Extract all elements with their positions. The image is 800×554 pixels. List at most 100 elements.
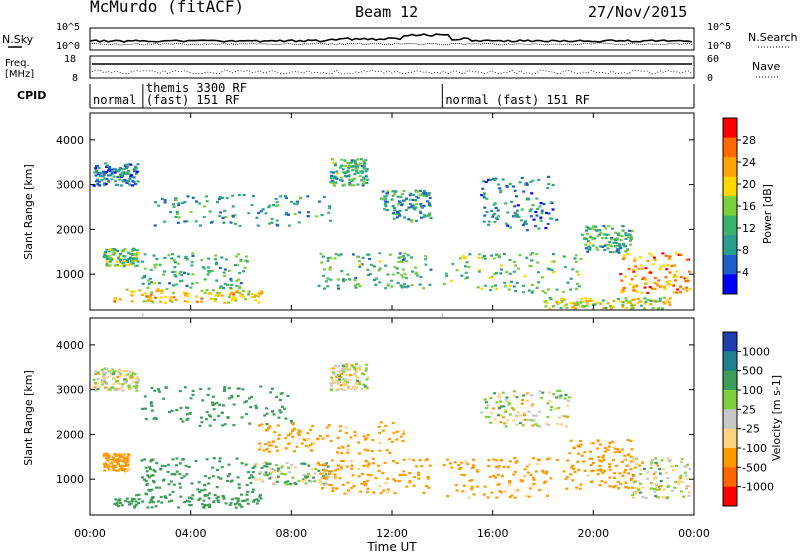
power-cell <box>531 290 535 293</box>
power-cell <box>208 210 212 213</box>
velocity-cell <box>224 502 228 505</box>
velocity-cell <box>599 468 603 471</box>
velocity-cell <box>541 391 545 394</box>
velocity-cell <box>467 496 471 499</box>
power-cell <box>94 180 98 183</box>
velocity-cell <box>660 459 664 462</box>
velocity-cell <box>534 470 538 473</box>
power-cell <box>614 231 617 234</box>
power-cell <box>672 275 676 278</box>
power-cell <box>480 194 484 197</box>
velocity-cell <box>150 497 154 500</box>
velocity-cell <box>168 493 172 496</box>
velocity-cell <box>240 499 244 503</box>
velocity-cell <box>512 473 516 476</box>
power-ytick-label: 2000 <box>56 223 84 236</box>
velocity-cell <box>123 468 127 471</box>
power-cell <box>116 175 120 179</box>
power-cell <box>170 257 174 260</box>
velocity-cell <box>362 435 366 438</box>
power-cell <box>354 165 358 168</box>
velocity-cell <box>335 375 339 378</box>
power-cell <box>606 243 610 247</box>
velocity-cell <box>284 481 288 484</box>
power-cell <box>608 304 612 307</box>
velocity-cell <box>343 367 347 370</box>
power-cell <box>342 278 346 281</box>
power-cell <box>189 286 193 289</box>
power-cell <box>398 214 402 217</box>
power-cell <box>395 216 399 219</box>
velocity-cell <box>190 482 194 485</box>
power-cell <box>651 307 655 310</box>
power-cell <box>483 206 487 209</box>
velocity-cell <box>310 468 314 471</box>
velocity-cell <box>665 496 669 499</box>
velocity-cell <box>204 418 208 421</box>
power-cell <box>136 260 140 263</box>
velocity-colorbar-tick: -500 <box>742 461 767 474</box>
power-cell <box>410 204 414 207</box>
velocity-cell <box>189 504 193 507</box>
power-cell <box>293 202 297 205</box>
velocity-cell <box>554 407 558 410</box>
velocity-cell <box>249 481 253 484</box>
velocity-cell <box>355 382 359 385</box>
velocity-cell <box>171 490 175 493</box>
power-cell <box>326 285 330 288</box>
power-cell <box>419 203 423 206</box>
velocity-cell <box>141 407 145 410</box>
power-cell <box>179 270 183 273</box>
velocity-cell <box>134 377 138 381</box>
power-cell <box>105 177 109 181</box>
velocity-cell <box>546 402 550 405</box>
power-cell <box>121 262 125 265</box>
velocity-cell <box>301 480 304 483</box>
power-cell <box>424 192 428 195</box>
velocity-cell <box>302 462 306 465</box>
power-cell <box>416 274 420 277</box>
velocity-cell <box>641 496 645 499</box>
velocity-cell <box>526 399 529 402</box>
velocity-cell <box>337 376 340 379</box>
velocity-cell <box>685 477 689 480</box>
velocity-cell <box>275 395 279 398</box>
power-cell <box>252 295 256 298</box>
velocity-cell <box>133 505 137 508</box>
power-cell <box>499 264 503 267</box>
velocity-cell <box>96 388 100 391</box>
velocity-cell <box>137 501 141 505</box>
velocity-cell <box>562 470 566 473</box>
velocity-cell <box>108 463 112 467</box>
velocity-cell <box>355 363 358 366</box>
velocity-cell <box>306 432 310 435</box>
power-cell <box>329 219 332 222</box>
power-cell <box>275 201 279 204</box>
velocity-cell <box>530 394 534 397</box>
cpid-segment-text: (fast) 151 RF <box>146 93 240 107</box>
power-cell <box>211 297 215 300</box>
velocity-cell <box>349 387 353 390</box>
velocity-cell <box>325 426 329 429</box>
power-cell <box>201 266 205 269</box>
velocity-cell <box>365 387 369 390</box>
velocity-cell <box>366 487 370 490</box>
power-cell <box>604 227 608 230</box>
power-cell <box>143 274 147 277</box>
power-cell <box>489 289 493 292</box>
velocity-cell <box>336 468 340 471</box>
power-cell <box>428 196 432 200</box>
power-cell <box>102 256 106 259</box>
velocity-cell <box>292 450 296 453</box>
velocity-cell <box>255 502 259 505</box>
velocity-cell <box>191 389 195 392</box>
power-cell <box>228 293 232 296</box>
velocity-cell <box>197 481 201 484</box>
velocity-cell <box>357 367 361 370</box>
power-cell <box>363 163 367 166</box>
velocity-cell <box>229 502 233 505</box>
power-cell <box>404 208 408 212</box>
velocity-cell <box>629 478 633 481</box>
velocity-cell <box>498 407 501 410</box>
velocity-cell <box>470 479 474 482</box>
